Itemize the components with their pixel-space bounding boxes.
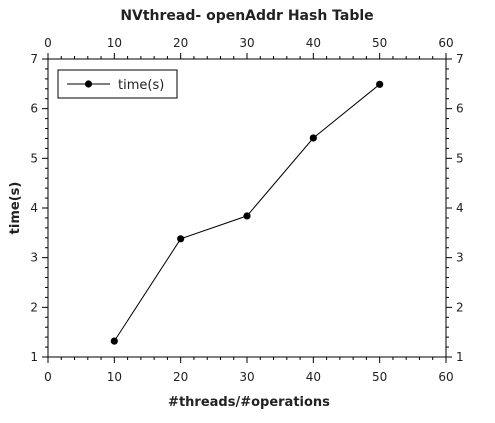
series-layer xyxy=(110,80,384,345)
data-point xyxy=(376,80,384,88)
x-tick-label-bottom: 40 xyxy=(306,370,321,384)
x-tick-label-bottom: 20 xyxy=(173,370,188,384)
y-tick-label-right: 4 xyxy=(456,201,464,215)
data-point xyxy=(110,337,118,345)
x-tick-label-bottom: 50 xyxy=(372,370,387,384)
y-tick-label-left: 5 xyxy=(30,151,38,165)
y-tick-label-left: 7 xyxy=(30,52,38,66)
y-tick-label-left: 4 xyxy=(30,201,38,215)
y-tick-label-right: 1 xyxy=(456,350,464,364)
y-tick-label-right: 5 xyxy=(456,151,464,165)
y-tick-label-right: 7 xyxy=(456,52,464,66)
x-tick-label-top: 10 xyxy=(107,36,122,50)
x-tick-label-top: 60 xyxy=(438,36,453,50)
y-tick-label-left: 6 xyxy=(30,102,38,116)
data-point xyxy=(309,134,317,142)
y-tick-label-left: 2 xyxy=(30,300,38,314)
x-axis-title: #threads/#operations xyxy=(168,395,330,410)
y-tick-label-right: 6 xyxy=(456,102,464,116)
y-tick-label-left: 1 xyxy=(30,350,38,364)
x-tick-label-bottom: 10 xyxy=(107,370,122,384)
x-tick-label-bottom: 0 xyxy=(44,370,52,384)
x-tick-label-top: 40 xyxy=(306,36,321,50)
x-tick-label-bottom: 30 xyxy=(239,370,254,384)
x-tick-label-top: 0 xyxy=(44,36,52,50)
x-tick-label-top: 30 xyxy=(239,36,254,50)
legend-label: time(s) xyxy=(118,78,164,93)
data-point xyxy=(243,212,251,220)
x-tick-label-top: 50 xyxy=(372,36,387,50)
y-tick-label-right: 2 xyxy=(456,300,464,314)
x-tick-label-bottom: 60 xyxy=(438,370,453,384)
y-tick-label-right: 3 xyxy=(456,251,464,265)
legend: time(s) xyxy=(57,69,178,99)
y-axis-title: time(s) xyxy=(8,182,23,235)
plot-frame xyxy=(47,58,447,358)
x-tick-label-top: 20 xyxy=(173,36,188,50)
legend-marker xyxy=(84,80,93,88)
y-tick-label-left: 3 xyxy=(30,251,38,265)
data-point xyxy=(177,235,185,243)
chart-title: NVthread- openAddr Hash Table xyxy=(120,8,373,24)
